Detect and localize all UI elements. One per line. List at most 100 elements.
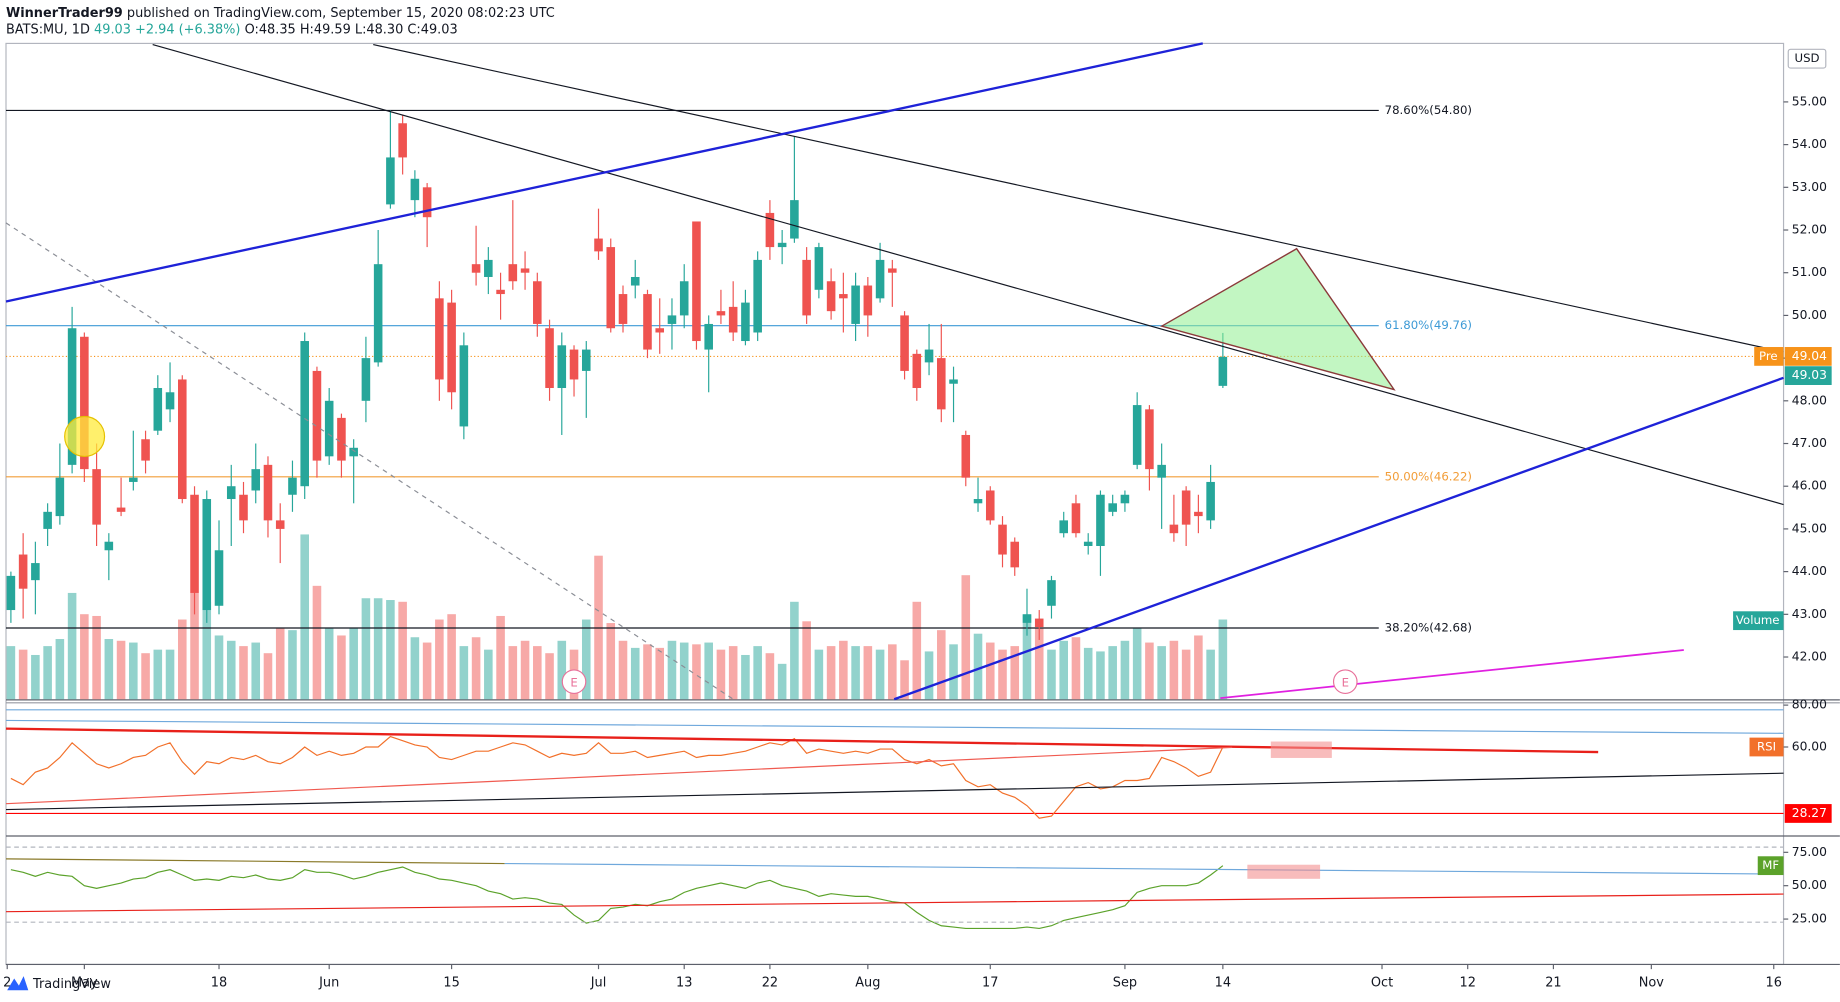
candle-body — [618, 294, 628, 324]
last-price-tag — [1784, 366, 1832, 385]
candle-body — [1022, 614, 1032, 623]
y-tick-label: 46.00 — [1792, 479, 1827, 493]
x-tick-label: 21 — [1545, 976, 1561, 991]
candle-body — [226, 486, 236, 500]
candle-body — [104, 541, 114, 551]
candle-body — [1157, 464, 1166, 478]
candle-body — [6, 575, 16, 611]
volume-bar — [324, 628, 334, 700]
candle-body — [422, 187, 432, 218]
candle-body — [1181, 490, 1191, 525]
volume-bar — [606, 623, 616, 700]
trendline — [373, 44, 1784, 353]
fib-label: 78.60%(54.80) — [1385, 103, 1472, 117]
candle-body — [814, 247, 824, 290]
volume-bar — [288, 630, 297, 700]
highlight-circle — [64, 415, 106, 458]
header-line2: BATS:MU, 1D 49.03 +2.94 (+6.38%) O:48.35… — [6, 22, 458, 37]
rsi-trend-red — [5, 727, 1599, 754]
volume-bar — [533, 646, 542, 700]
x-tick-label: Jul — [590, 976, 607, 991]
volume-bar — [1218, 619, 1228, 700]
x-tick-label: Jun — [318, 976, 339, 991]
volume-bar — [802, 621, 811, 700]
volume-bar — [679, 642, 689, 700]
y-tick-label: 60.00 — [1792, 740, 1827, 754]
y-tick-label: 48.00 — [1792, 393, 1827, 407]
candle-body — [520, 268, 530, 273]
candle-body — [324, 400, 334, 457]
candle-body — [31, 563, 40, 581]
author: WinnerTrader99 — [6, 5, 123, 20]
candle-body — [985, 490, 995, 521]
volume-bar — [912, 601, 922, 700]
event-label: E — [1342, 675, 1349, 689]
indicator-name: MF — [1762, 858, 1779, 872]
candle-body — [851, 285, 860, 324]
candle-body — [998, 524, 1007, 555]
candle-body — [949, 379, 958, 384]
volume-bar — [581, 619, 591, 700]
symbol: BATS:MU, 1D — [6, 22, 90, 37]
event-marker — [1332, 669, 1358, 695]
fib-label: 61.80%(49.76) — [1385, 318, 1472, 332]
candle-body — [92, 469, 101, 525]
volume-bar — [471, 637, 481, 700]
published: published on TradingView.com, September … — [127, 5, 555, 20]
volume-bar — [31, 654, 40, 700]
indicator-line — [10, 865, 1224, 930]
volume-bar — [251, 642, 261, 700]
candle-body — [459, 345, 469, 427]
volume-bar — [484, 649, 493, 700]
candle-body — [129, 477, 138, 482]
volume-bar — [655, 647, 665, 700]
mf-box — [1247, 864, 1321, 879]
candle-body — [435, 298, 444, 380]
candle-body — [153, 388, 163, 431]
candle-body — [471, 264, 481, 273]
candle-body — [361, 358, 371, 401]
candle-body — [973, 499, 983, 504]
x-tick-label: Sep — [1113, 976, 1137, 991]
candle-body — [667, 315, 677, 324]
trendline-blue — [5, 42, 1204, 303]
candle-body — [1071, 503, 1081, 534]
rsi-line-blue — [5, 719, 1784, 734]
volume-bar — [312, 585, 322, 700]
candle-body — [1047, 580, 1056, 606]
x-tick-label: 2 — [3, 976, 11, 991]
candle-body — [777, 242, 787, 248]
volume-bar — [43, 646, 52, 700]
x-tick-label: 14 — [1215, 976, 1231, 991]
volume-bar — [422, 642, 432, 700]
candle-body — [386, 157, 395, 205]
volume-bar — [275, 628, 285, 700]
y-tick-label: 51.00 — [1792, 265, 1827, 279]
mf-line-red — [5, 893, 1784, 913]
candle-body — [484, 259, 493, 277]
volume-bar — [80, 614, 89, 700]
currency: USD — [1794, 51, 1819, 65]
candle-body — [275, 520, 285, 529]
candle-body — [704, 323, 713, 350]
candle-body — [790, 200, 799, 239]
volume-bar — [202, 601, 212, 700]
candle-body — [337, 417, 346, 461]
candle-body — [875, 259, 885, 299]
candle-body — [533, 281, 542, 324]
candle-body — [373, 264, 383, 363]
fib-label: 38.20%(42.68) — [1385, 620, 1472, 634]
candle-body — [410, 178, 420, 201]
volume-bar — [496, 615, 505, 700]
candle-body — [1120, 494, 1130, 504]
magenta-line — [1220, 649, 1684, 699]
volume-bar — [1132, 628, 1142, 700]
volume-bar — [1096, 651, 1105, 700]
volume-bar — [104, 639, 114, 700]
volume-bar — [924, 651, 934, 700]
volume-bar — [973, 633, 983, 700]
candle-body — [765, 212, 775, 248]
ohlc: O:48.35 H:49.59 L:48.30 C:49.03 — [245, 22, 458, 37]
volume-bar — [557, 640, 567, 700]
